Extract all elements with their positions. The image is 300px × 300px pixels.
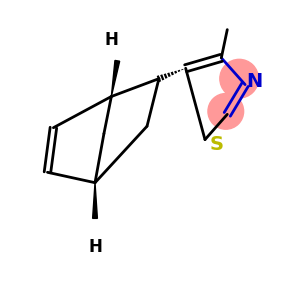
Circle shape — [220, 59, 259, 98]
Polygon shape — [111, 60, 120, 97]
Text: H: H — [104, 31, 118, 49]
Text: N: N — [247, 71, 263, 91]
Text: S: S — [209, 135, 223, 154]
Text: H: H — [88, 238, 102, 256]
Polygon shape — [93, 183, 98, 218]
Circle shape — [208, 94, 244, 129]
